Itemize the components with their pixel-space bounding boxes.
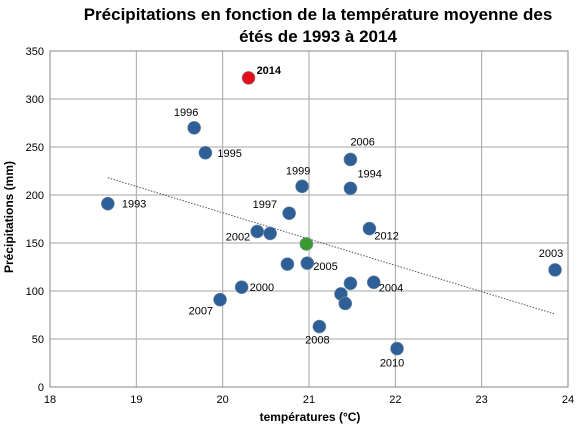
data-label-1994: 1994 bbox=[357, 168, 381, 180]
data-point-2000 bbox=[234, 280, 249, 294]
data-label-1993: 1993 bbox=[122, 199, 146, 211]
data-label-2014: 2014 bbox=[257, 65, 282, 77]
data-point-1995 bbox=[198, 145, 213, 160]
data-label-2000: 2000 bbox=[250, 282, 274, 294]
trendline bbox=[107, 177, 556, 315]
data-label-2007: 2007 bbox=[189, 306, 213, 318]
data-point-1996 bbox=[187, 121, 201, 135]
x-tick-label: 24 bbox=[562, 394, 574, 406]
y-tick-labels: 0 50 100 150 200 250 300 350 bbox=[26, 46, 44, 394]
data-point-2005 bbox=[300, 256, 315, 270]
plot-area bbox=[49, 50, 569, 388]
chart-grid bbox=[49, 50, 569, 388]
data-label-2004: 2004 bbox=[379, 282, 403, 294]
data-label-1999: 1999 bbox=[286, 165, 310, 177]
x-tick-label: 20 bbox=[217, 394, 229, 406]
data-label-2006: 2006 bbox=[350, 136, 374, 148]
data-point-labels: 1993 1994 1995 1996 1997 1999 2000 2002 2003 2004… bbox=[122, 65, 563, 370]
data-point bbox=[263, 226, 277, 241]
y-tick-label: 200 bbox=[26, 190, 44, 202]
y-tick-label: 150 bbox=[26, 238, 44, 250]
data-label-2008: 2008 bbox=[305, 335, 329, 347]
y-tick-label: 50 bbox=[32, 334, 44, 346]
trendline-group bbox=[107, 177, 556, 315]
data-point-2012 bbox=[362, 221, 377, 236]
data-point-1994 bbox=[343, 181, 358, 196]
data-point bbox=[338, 296, 353, 311]
data-point-2010 bbox=[390, 341, 404, 356]
chart-title-line-1: Précipitations en fonction de la tempéra… bbox=[84, 5, 553, 24]
chart-title-line-2: étés de 1993 à 2014 bbox=[239, 27, 397, 46]
data-point-1993 bbox=[101, 196, 115, 211]
y-tick-label: 300 bbox=[26, 94, 44, 106]
data-label-1996: 1996 bbox=[174, 107, 198, 119]
data-label-2010: 2010 bbox=[380, 358, 404, 370]
data-label-2002: 2002 bbox=[226, 231, 250, 243]
y-tick-label: 100 bbox=[26, 286, 44, 298]
data-point-1997 bbox=[282, 206, 296, 221]
y-tick-label: 0 bbox=[38, 382, 44, 394]
x-tick-label: 21 bbox=[303, 394, 315, 406]
y-tick-label: 350 bbox=[26, 46, 44, 58]
data-point-2004 bbox=[366, 275, 381, 290]
y-axis-label: Précipitations (mm) bbox=[2, 161, 16, 273]
data-label-2012: 2012 bbox=[374, 231, 398, 243]
x-axis-label: températures (°C) bbox=[260, 410, 361, 424]
data-point-2007 bbox=[213, 292, 227, 307]
data-point bbox=[343, 276, 358, 291]
data-point bbox=[280, 257, 295, 271]
data-label-2005: 2005 bbox=[313, 261, 337, 273]
data-label-1997: 1997 bbox=[253, 199, 277, 211]
data-point-1999 bbox=[295, 179, 309, 194]
x-tick-label: 23 bbox=[476, 394, 488, 406]
data-point-2002 bbox=[250, 224, 265, 239]
data-point-2014 bbox=[241, 71, 256, 85]
x-tick-label: 22 bbox=[389, 394, 401, 406]
y-tick-label: 250 bbox=[26, 142, 44, 154]
data-label-2003: 2003 bbox=[539, 248, 563, 260]
data-label-1995: 1995 bbox=[217, 148, 241, 160]
data-point-2003 bbox=[548, 263, 562, 277]
x-tick-labels: 18 19 20 21 22 23 24 bbox=[44, 394, 574, 406]
data-point-2006 bbox=[343, 152, 358, 167]
data-points bbox=[101, 71, 562, 356]
data-point-mean bbox=[299, 237, 314, 251]
x-tick-label: 19 bbox=[130, 394, 142, 406]
data-point-2008 bbox=[312, 319, 327, 334]
x-tick-label: 18 bbox=[44, 394, 56, 406]
